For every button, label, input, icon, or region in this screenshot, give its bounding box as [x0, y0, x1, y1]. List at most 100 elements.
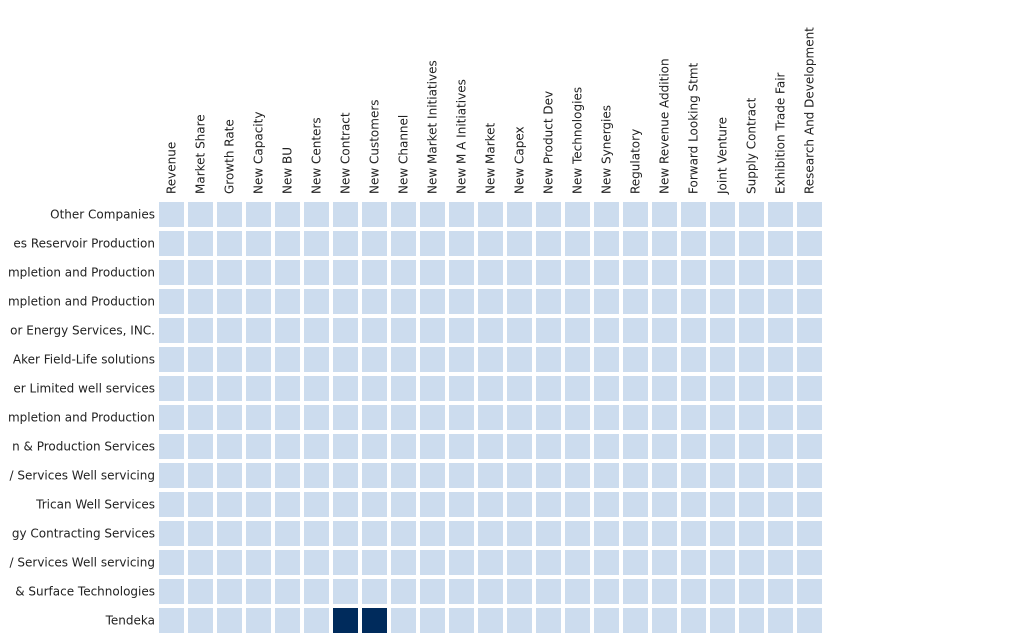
heatmap-cell: [362, 318, 387, 343]
heatmap-cell: [797, 231, 822, 256]
heatmap-cell: [768, 260, 793, 285]
heatmap-cell: [768, 376, 793, 401]
heatmap-cell: [420, 289, 445, 314]
column-label: New BU: [281, 147, 295, 194]
heatmap-cell: [188, 231, 213, 256]
heatmap-cell: [246, 347, 271, 372]
heatmap-cell: [449, 608, 474, 633]
heatmap-cell: [333, 289, 358, 314]
heatmap-cell: [478, 550, 503, 575]
heatmap-cell: [391, 608, 416, 633]
heatmap-cell: [246, 376, 271, 401]
heatmap-cell: [594, 260, 619, 285]
heatmap-cell: [507, 202, 532, 227]
heatmap-cell: [275, 289, 300, 314]
heatmap-cell: [681, 608, 706, 633]
heatmap-cell: [246, 231, 271, 256]
heatmap-cell: [478, 202, 503, 227]
heatmap-cell: [681, 231, 706, 256]
heatmap-cell: [275, 434, 300, 459]
heatmap-cell: [217, 202, 242, 227]
heatmap-cell: [623, 347, 648, 372]
heatmap-cell: [797, 405, 822, 430]
heatmap-cell: [217, 376, 242, 401]
heatmap-cell: [478, 434, 503, 459]
column-label: Research And Development: [803, 27, 817, 194]
heatmap-cell: [710, 202, 735, 227]
heatmap-cell: [478, 521, 503, 546]
heatmap-cell: [362, 260, 387, 285]
heatmap-cell: [623, 463, 648, 488]
heatmap-cell: [623, 289, 648, 314]
heatmap-cell: [304, 347, 329, 372]
heatmap-cell: [304, 376, 329, 401]
column-label: New Channel: [397, 115, 411, 194]
heatmap-cell: [217, 492, 242, 517]
heatmap-cell: [507, 434, 532, 459]
heatmap-cell: [217, 405, 242, 430]
heatmap-cell: [217, 289, 242, 314]
heatmap-cell: [188, 608, 213, 633]
heatmap-cell: [391, 318, 416, 343]
heatmap-cell: [710, 347, 735, 372]
heatmap-cell: [594, 550, 619, 575]
heatmap-cell: [478, 347, 503, 372]
heatmap-cell: [362, 492, 387, 517]
heatmap-cell: [449, 434, 474, 459]
heatmap-cell: [623, 550, 648, 575]
heatmap-cell: [739, 579, 764, 604]
heatmap-cell: [652, 376, 677, 401]
heatmap-cell: [565, 434, 590, 459]
heatmap-cell: [449, 550, 474, 575]
heatmap-cell: [188, 579, 213, 604]
heatmap-cell: [333, 579, 358, 604]
heatmap-cell: [217, 521, 242, 546]
heatmap-cell: [188, 550, 213, 575]
heatmap-cell: [507, 260, 532, 285]
heatmap-cell: [333, 318, 358, 343]
heatmap-cell: [565, 521, 590, 546]
heatmap-cell: [420, 376, 445, 401]
column-label: Regulatory: [629, 129, 643, 194]
row-label: Aker Field-Life solutions: [13, 353, 155, 367]
heatmap-cell: [333, 260, 358, 285]
column-label: New Contract: [339, 112, 353, 194]
heatmap-cell: [246, 260, 271, 285]
heatmap-cell: [797, 318, 822, 343]
heatmap-cell: [594, 347, 619, 372]
heatmap-cell: [420, 608, 445, 633]
heatmap-cell: [652, 318, 677, 343]
heatmap-cell: [159, 550, 184, 575]
heatmap-cell: [797, 608, 822, 633]
heatmap-cell: [652, 405, 677, 430]
heatmap-cell: [159, 492, 184, 517]
heatmap-cell: [217, 260, 242, 285]
heatmap-cell: [681, 318, 706, 343]
heatmap-cell: [681, 376, 706, 401]
heatmap-cell: [275, 405, 300, 430]
heatmap-cell: [739, 318, 764, 343]
heatmap-cell: [420, 318, 445, 343]
heatmap-cell: [217, 318, 242, 343]
heatmap-cell: [565, 202, 590, 227]
heatmap-cell: [246, 608, 271, 633]
heatmap-cell: [159, 260, 184, 285]
heatmap-cell: [478, 376, 503, 401]
heatmap-cell: [710, 550, 735, 575]
heatmap-cell: [507, 376, 532, 401]
heatmap-cell: [739, 202, 764, 227]
heatmap-cell: [275, 463, 300, 488]
heatmap-cell: [391, 260, 416, 285]
heatmap-cell: [797, 202, 822, 227]
row-label: er Limited well services: [13, 382, 155, 396]
heatmap-cell: [652, 202, 677, 227]
column-label: Growth Rate: [223, 119, 237, 194]
heatmap-cell: [449, 347, 474, 372]
heatmap-cell: [449, 202, 474, 227]
heatmap-cell: [710, 434, 735, 459]
heatmap-cell: [304, 463, 329, 488]
heatmap-cell: [188, 289, 213, 314]
heatmap-cell: [536, 579, 561, 604]
heatmap-cell: [275, 347, 300, 372]
